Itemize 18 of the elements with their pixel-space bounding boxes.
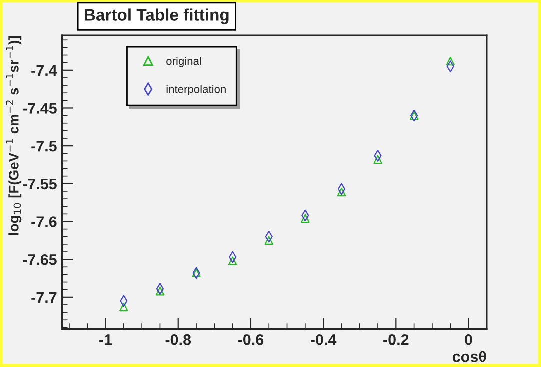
x-tick-label: -0.2 [384,334,409,346]
y-tick-label: -7.7 [32,292,57,303]
x-axis-title: cosθ [452,351,486,362]
x-tick-label: -0.4 [310,334,337,346]
x-tick-label: -0.8 [166,334,192,346]
y-tick-label: -7.6 [32,216,57,228]
text: log$_{10}$ [F(GeV$^{−1}$ cm$^{−2}$ s$^{−1}$sr$^{−1}$)] [6,36,22,236]
x-tick-label: -0.6 [238,334,264,346]
y-tick-label: -7.55 [23,178,57,190]
chart-title: Bartol Table fitting [85,8,229,24]
legend-label: original [166,57,202,68]
y-tick-label: -7.5 [32,141,57,152]
y-tick-label: -7.4 [32,65,58,76]
y-tick-label: -7.45 [23,103,57,114]
x-tick-label: 0 [465,334,472,346]
y-tick-label: -7.65 [23,254,57,266]
x-tick-label: -1 [100,334,112,346]
legend-label: interpolation [166,85,226,96]
